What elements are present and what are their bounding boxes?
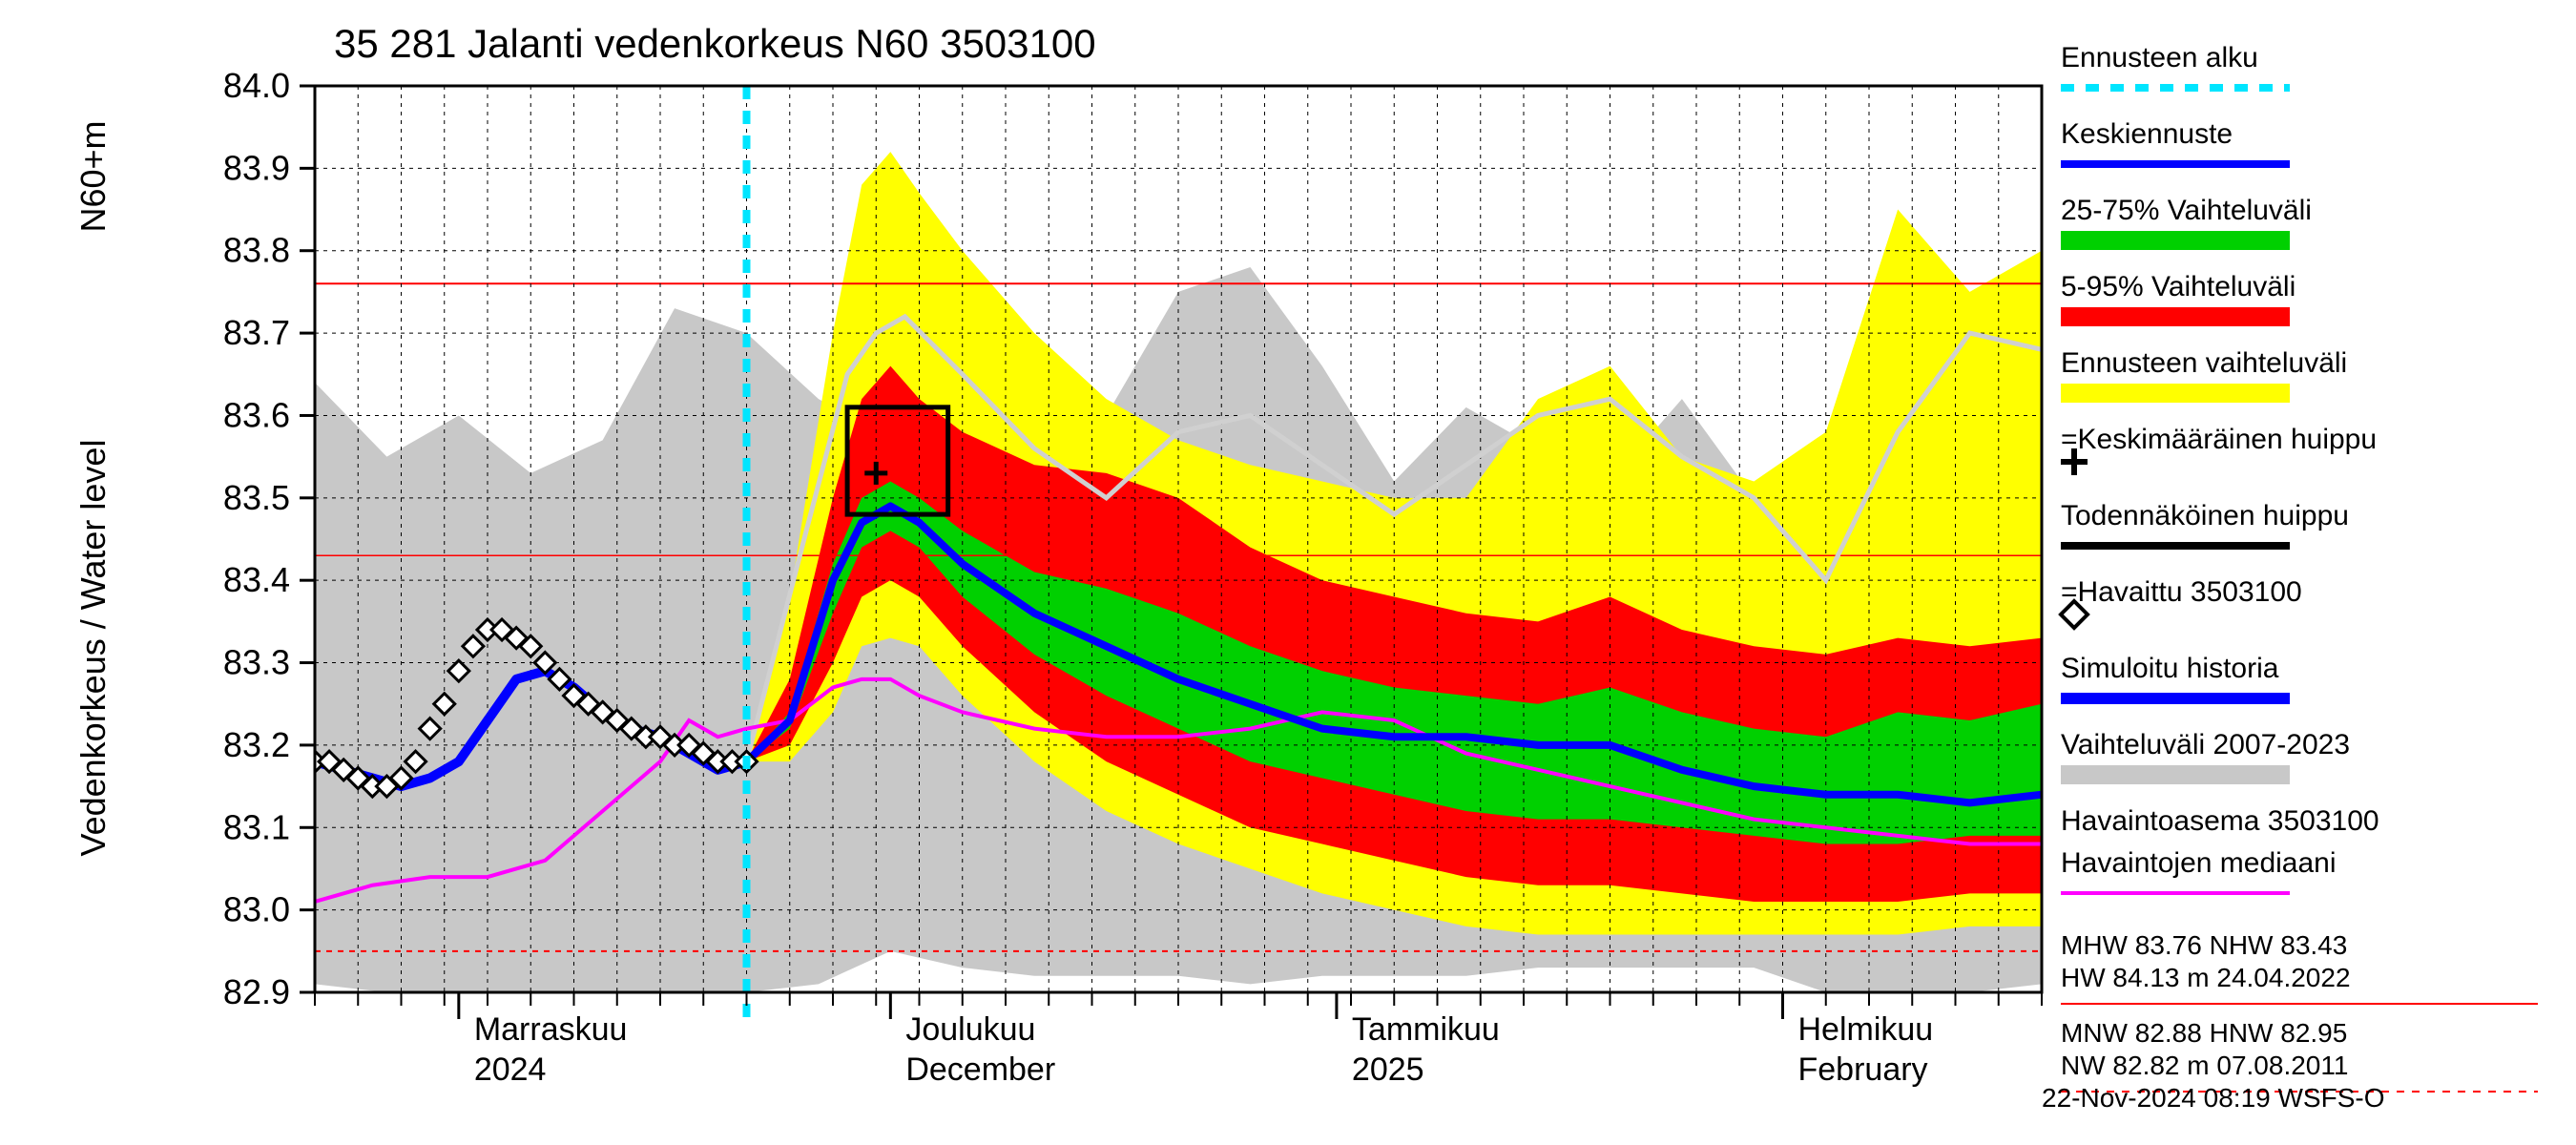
legend-label: 25-75% Vaihteluväli <box>2061 195 2312 226</box>
svg-text:83.0: 83.0 <box>223 890 290 929</box>
legend-label: =Havaittu 3503100 <box>2061 576 2302 608</box>
footer-timestamp: 22-Nov-2024 08:19 WSFS-O <box>2042 1083 2385 1113</box>
svg-text:2025: 2025 <box>1352 1051 1424 1088</box>
svg-text:Tammikuu: Tammikuu <box>1352 1011 1500 1048</box>
svg-text:83.3: 83.3 <box>223 643 290 682</box>
legend-stat: MHW 83.76 NHW 83.43 <box>2061 930 2347 960</box>
svg-text:February: February <box>1798 1051 1928 1088</box>
legend-label: Todennäköinen huippu <box>2061 500 2349 531</box>
svg-text:83.8: 83.8 <box>223 231 290 270</box>
legend-sample <box>2061 542 2290 550</box>
legend-label: Keskiennuste <box>2061 118 2233 150</box>
legend-label: Havaintojen mediaani <box>2061 847 2337 879</box>
legend-sample <box>2061 384 2290 403</box>
svg-text:83.4: 83.4 <box>223 560 290 599</box>
svg-text:84.0: 84.0 <box>223 66 290 105</box>
legend-label: Havaintoasema 3503100 <box>2061 805 2379 837</box>
legend-label: Ennusteen vaihteluväli <box>2061 347 2347 379</box>
legend-stat: NW 82.82 m 07.08.2011 <box>2061 1051 2348 1080</box>
legend-stat: MNW 82.88 HNW 82.95 <box>2061 1018 2347 1048</box>
svg-text:Marraskuu: Marraskuu <box>474 1011 628 1048</box>
legend-sample <box>2061 307 2290 326</box>
legend-label: Simuloitu historia <box>2061 653 2279 684</box>
legend-label: 5-95% Vaihteluväli <box>2061 271 2296 302</box>
chart-container: 82.9 83.0 83.1 83.2 83.3 83.4 83.5 83.6 83.7 83.8… <box>0 0 2576 1145</box>
legend-label: Vaihteluväli 2007-2023 <box>2061 729 2350 760</box>
svg-text:2024: 2024 <box>474 1051 547 1088</box>
svg-text:82.9: 82.9 <box>223 972 290 1011</box>
svg-text:83.6: 83.6 <box>223 395 290 434</box>
svg-text:83.2: 83.2 <box>223 725 290 764</box>
svg-text:83.9: 83.9 <box>223 148 290 187</box>
svg-text:83.1: 83.1 <box>223 807 290 846</box>
svg-text:Joulukuu: Joulukuu <box>905 1011 1035 1048</box>
svg-text:December: December <box>905 1051 1055 1088</box>
svg-text:83.5: 83.5 <box>223 478 290 517</box>
y-axis-label-unit: N60+m <box>73 120 113 232</box>
legend-label: Ennusteen alku <box>2061 42 2258 73</box>
legend-sample <box>2061 231 2290 250</box>
legend-sample <box>2061 765 2290 784</box>
legend-label: =Keskimääräinen huippu <box>2061 424 2377 455</box>
chart-svg: 82.9 83.0 83.1 83.2 83.3 83.4 83.5 83.6 83.7 83.8… <box>0 0 2576 1145</box>
svg-text:Helmikuu: Helmikuu <box>1798 1011 1934 1048</box>
chart-title: 35 281 Jalanti vedenkorkeus N60 3503100 <box>334 21 1096 66</box>
y-axis-label-main: Vedenkorkeus / Water level <box>73 440 113 857</box>
legend-stat: HW 84.13 m 24.04.2022 <box>2061 963 2351 992</box>
svg-text:83.7: 83.7 <box>223 313 290 352</box>
